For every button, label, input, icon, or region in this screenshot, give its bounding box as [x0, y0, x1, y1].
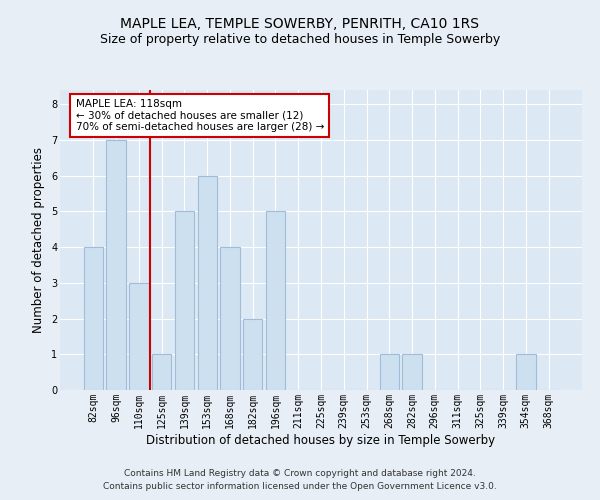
Bar	[220, 247, 239, 390]
Bar	[266, 212, 285, 390]
Bar	[175, 212, 194, 390]
Bar	[84, 247, 103, 390]
Bar	[380, 354, 399, 390]
Bar	[152, 354, 172, 390]
Bar	[243, 318, 262, 390]
Y-axis label: Number of detached properties: Number of detached properties	[32, 147, 46, 333]
Text: Contains HM Land Registry data © Crown copyright and database right 2024.: Contains HM Land Registry data © Crown c…	[124, 468, 476, 477]
Text: MAPLE LEA: 118sqm
← 30% of detached houses are smaller (12)
70% of semi-detached: MAPLE LEA: 118sqm ← 30% of detached hous…	[76, 99, 324, 132]
Bar	[106, 140, 126, 390]
Bar	[516, 354, 536, 390]
Text: Contains public sector information licensed under the Open Government Licence v3: Contains public sector information licen…	[103, 482, 497, 491]
X-axis label: Distribution of detached houses by size in Temple Sowerby: Distribution of detached houses by size …	[146, 434, 496, 446]
Bar	[197, 176, 217, 390]
Bar	[129, 283, 149, 390]
Bar	[403, 354, 422, 390]
Text: Size of property relative to detached houses in Temple Sowerby: Size of property relative to detached ho…	[100, 32, 500, 46]
Text: MAPLE LEA, TEMPLE SOWERBY, PENRITH, CA10 1RS: MAPLE LEA, TEMPLE SOWERBY, PENRITH, CA10…	[121, 18, 479, 32]
